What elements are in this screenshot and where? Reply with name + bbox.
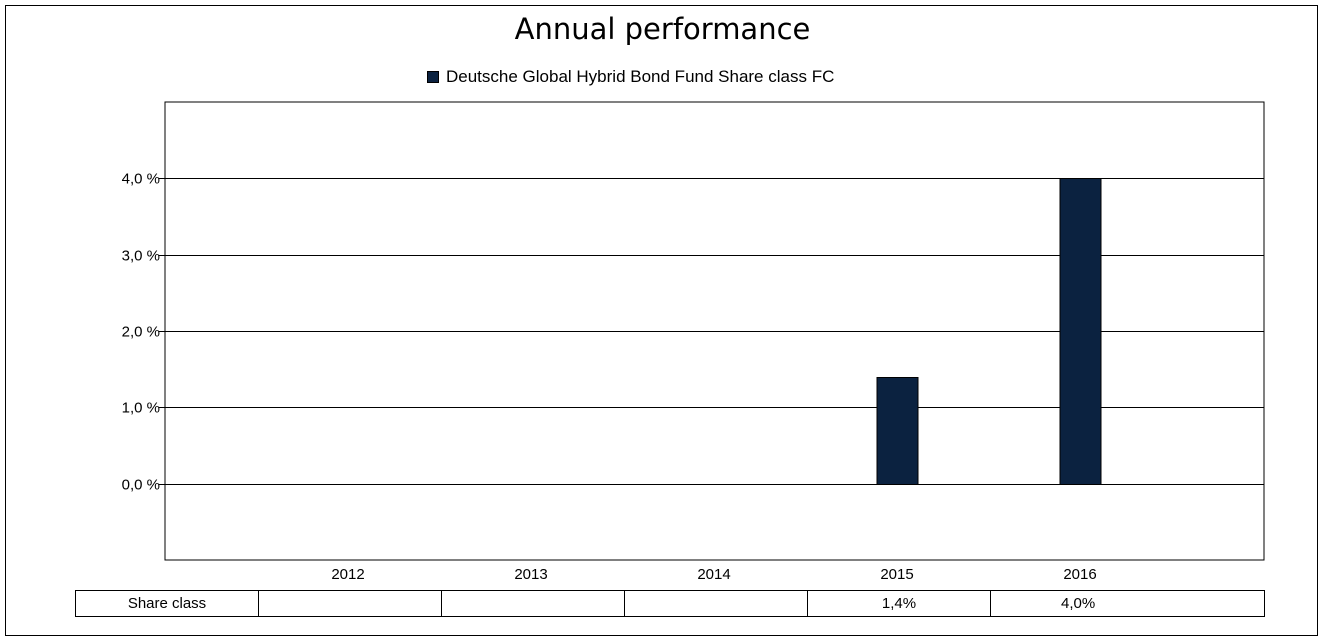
x-tick-label: 2013	[514, 566, 547, 583]
legend-label: Deutsche Global Hybrid Bond Fund Share c…	[446, 67, 835, 86]
bar-2015	[876, 377, 919, 485]
table-cell	[441, 590, 625, 617]
x-tick-label: 2014	[697, 566, 730, 583]
bars	[876, 178, 1102, 485]
x-tick-label: 2015	[880, 566, 913, 583]
bar-chart: 0,0 %1,0 %2,0 %3,0 %4,0 % 2012 2013 2014 20…	[122, 101, 1265, 583]
table-row: Share class 1,4% 4,0%	[75, 590, 1265, 617]
table-row-label: Share class	[75, 590, 259, 617]
x-axis-ticks: 2012 2013 2014 2015 2016	[331, 566, 1096, 583]
y-tick-label: 0,0 %	[122, 477, 160, 494]
y-tick-label: 1,0 %	[122, 400, 160, 417]
y-axis-ticks: 0,0 % 1,0 % 2,0 % 3,0 % 4,0 %	[122, 171, 165, 494]
table-cell: 1,4%	[807, 590, 991, 617]
x-tick-label: 2016	[1063, 566, 1096, 583]
table-cell: 4,0%	[990, 590, 1265, 617]
table-cell	[624, 590, 808, 617]
chart-legend: Deutsche Global Hybrid Bond Fund Share c…	[427, 66, 834, 88]
legend-swatch	[427, 71, 439, 83]
y-tick-label: 4,0 %	[122, 171, 160, 188]
x-tick-label: 2012	[331, 566, 364, 583]
y-tick-label: 2,0 %	[122, 324, 160, 341]
values-table: Share class 1,4% 4,0%	[75, 590, 1265, 617]
y-tick-label: 3,0 %	[122, 248, 160, 265]
bar-2016	[1059, 178, 1102, 485]
chart-title: Annual performance	[514, 12, 811, 46]
table-cell	[258, 590, 442, 617]
